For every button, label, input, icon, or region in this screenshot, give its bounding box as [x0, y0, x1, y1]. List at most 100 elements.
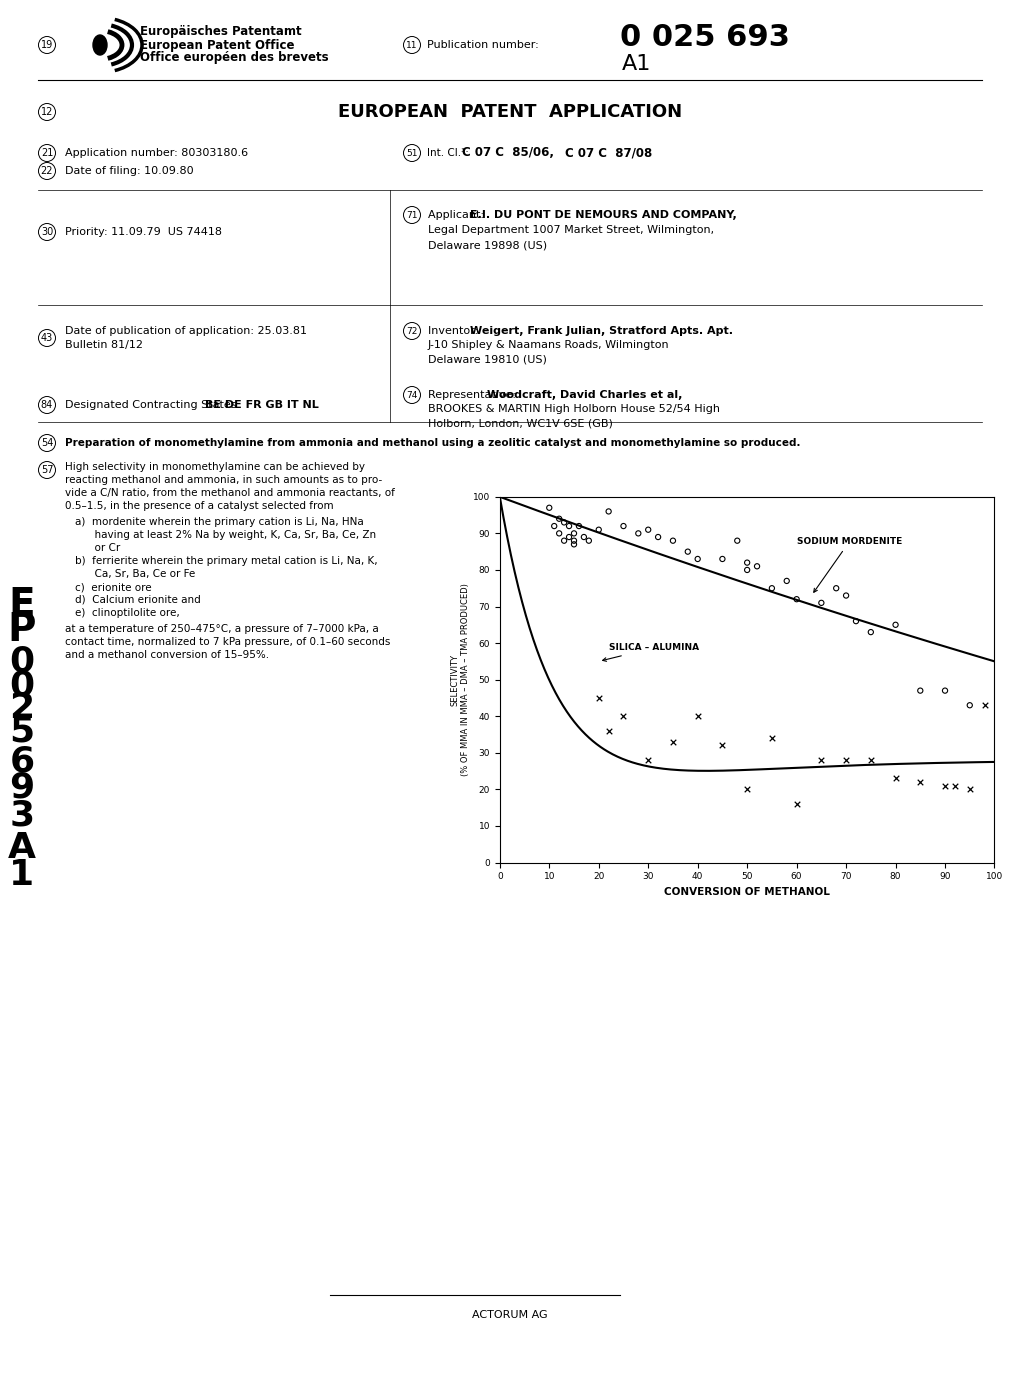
- Point: [777, 570, 794, 592]
- Point: [555, 530, 572, 552]
- Text: Legal Department 1007 Market Street, Wilmington,: Legal Department 1007 Market Street, Wil…: [428, 225, 713, 235]
- X-axis label: CONVERSION OF METHANOL: CONVERSION OF METHANOL: [663, 887, 829, 897]
- Text: Int. Cl.³:: Int. Cl.³:: [427, 148, 469, 157]
- Text: 11: 11: [406, 40, 418, 50]
- Text: J-10 Shipley & Naamans Roads, Wilmington: J-10 Shipley & Naamans Roads, Wilmington: [428, 339, 668, 351]
- Text: Preparation of monomethylamine from ammonia and methanol using a zeolitic cataly: Preparation of monomethylamine from ammo…: [65, 437, 800, 448]
- Point: [649, 526, 665, 548]
- Point: [614, 705, 631, 727]
- Point: [550, 508, 567, 530]
- Text: 0: 0: [9, 668, 35, 702]
- Text: Weigert, Frank Julian, Stratford Apts. Apt.: Weigert, Frank Julian, Stratford Apts. A…: [470, 326, 733, 335]
- Point: [946, 774, 962, 796]
- Text: 57: 57: [41, 465, 53, 475]
- Point: [812, 592, 828, 614]
- Point: [600, 720, 616, 742]
- Point: [560, 526, 577, 548]
- Text: Delaware 19810 (US): Delaware 19810 (US): [428, 355, 546, 364]
- Text: 72: 72: [406, 327, 417, 335]
- Text: 1: 1: [9, 858, 35, 891]
- Text: Date of filing: 10.09.80: Date of filing: 10.09.80: [65, 166, 194, 177]
- Point: [640, 519, 656, 541]
- Text: Bulletin 81/12: Bulletin 81/12: [65, 339, 143, 351]
- Point: [738, 552, 754, 574]
- Text: 30: 30: [41, 226, 53, 237]
- Point: [566, 530, 582, 552]
- Y-axis label: SELECTIVITY
(% OF MMA IN MMA – DMA – TMA PRODUCED): SELECTIVITY (% OF MMA IN MMA – DMA – TMA…: [450, 584, 470, 776]
- Point: [560, 515, 577, 537]
- Text: Ca, Sr, Ba, Ce or Fe: Ca, Sr, Ba, Ce or Fe: [75, 569, 195, 580]
- Text: P: P: [8, 611, 37, 649]
- Point: [738, 778, 754, 800]
- Point: [738, 559, 754, 581]
- Point: [847, 610, 863, 632]
- Point: [566, 522, 582, 544]
- Text: 12: 12: [41, 108, 53, 117]
- Text: a)  mordenite wherein the primary cation is Li, Na, HNa: a) mordenite wherein the primary cation …: [75, 518, 364, 527]
- Text: SODIUM MORDENITE: SODIUM MORDENITE: [796, 537, 901, 592]
- Point: [590, 687, 606, 709]
- Point: [763, 577, 780, 599]
- Text: BROOKES & MARTIN High Holborn House 52/54 High: BROOKES & MARTIN High Holborn House 52/5…: [428, 404, 719, 414]
- Text: Date of publication of application: 25.03.81: Date of publication of application: 25.0…: [65, 326, 307, 335]
- Text: ACTORUM AG: ACTORUM AG: [472, 1310, 547, 1321]
- Point: [961, 694, 977, 716]
- Point: [541, 497, 557, 519]
- Point: [936, 774, 953, 796]
- Text: e)  clinoptilolite ore,: e) clinoptilolite ore,: [75, 609, 179, 618]
- Point: [575, 526, 591, 548]
- Point: [566, 533, 582, 555]
- Text: 54: 54: [41, 437, 53, 448]
- Text: vide a C/N ratio, from the methanol and ammonia reactants, of: vide a C/N ratio, from the methanol and …: [65, 489, 394, 498]
- Point: [911, 679, 927, 701]
- Text: Inventor:: Inventor:: [428, 326, 481, 335]
- Point: [614, 515, 631, 537]
- Ellipse shape: [93, 34, 107, 55]
- Text: A1: A1: [622, 54, 651, 75]
- Point: [689, 548, 705, 570]
- Text: at a temperature of 250–475°C, a pressure of 7–7000 kPa, a: at a temperature of 250–475°C, a pressur…: [65, 624, 378, 633]
- Point: [729, 530, 745, 552]
- Text: Woodcraft, David Charles et al,: Woodcraft, David Charles et al,: [486, 391, 682, 400]
- Point: [571, 515, 587, 537]
- Text: Europäisches Patentamt: Europäisches Patentamt: [140, 25, 302, 39]
- Point: [862, 749, 878, 771]
- Point: [689, 705, 705, 727]
- Point: [838, 749, 854, 771]
- Text: or Cr: or Cr: [75, 542, 120, 553]
- Text: 84: 84: [41, 400, 53, 410]
- Text: C 07 C  85/06,: C 07 C 85/06,: [462, 146, 553, 160]
- Text: Publication number:: Publication number:: [427, 40, 538, 50]
- Text: 0 025 693: 0 025 693: [620, 23, 789, 52]
- Point: [862, 621, 878, 643]
- Text: SILICA – ALUMINA: SILICA – ALUMINA: [602, 643, 698, 661]
- Text: 74: 74: [406, 391, 417, 399]
- Text: 51: 51: [406, 149, 418, 157]
- Text: Applicant:: Applicant:: [428, 210, 487, 219]
- Point: [812, 749, 828, 771]
- Text: Office européen des brevets: Office européen des brevets: [140, 51, 328, 65]
- Point: [748, 555, 764, 577]
- Text: c)  erionite ore: c) erionite ore: [75, 582, 152, 592]
- Point: [640, 749, 656, 771]
- Text: 6: 6: [9, 745, 35, 778]
- Text: d)  Calcium erionite and: d) Calcium erionite and: [75, 595, 201, 604]
- Point: [580, 530, 596, 552]
- Text: 21: 21: [41, 148, 53, 157]
- Point: [550, 522, 567, 544]
- Text: and a methanol conversion of 15–95%.: and a methanol conversion of 15–95%.: [65, 650, 269, 660]
- Text: 2: 2: [9, 691, 35, 724]
- Point: [788, 588, 804, 610]
- Point: [936, 679, 953, 701]
- Text: having at least 2% Na by weight, K, Ca, Sr, Ba, Ce, Zn: having at least 2% Na by weight, K, Ca, …: [75, 530, 376, 540]
- Text: C 07 C  87/08: C 07 C 87/08: [565, 146, 651, 160]
- Text: 71: 71: [406, 211, 418, 219]
- Point: [827, 577, 844, 599]
- Text: contact time, normalized to 7 kPa pressure, of 0.1–60 seconds: contact time, normalized to 7 kPa pressu…: [65, 638, 390, 647]
- Text: Delaware 19898 (US): Delaware 19898 (US): [428, 240, 546, 250]
- Point: [911, 771, 927, 793]
- Point: [788, 793, 804, 816]
- Text: 5: 5: [9, 715, 35, 749]
- Text: 3: 3: [9, 798, 35, 832]
- Text: Holborn, London, WC1V 6SE (GB): Holborn, London, WC1V 6SE (GB): [428, 418, 612, 428]
